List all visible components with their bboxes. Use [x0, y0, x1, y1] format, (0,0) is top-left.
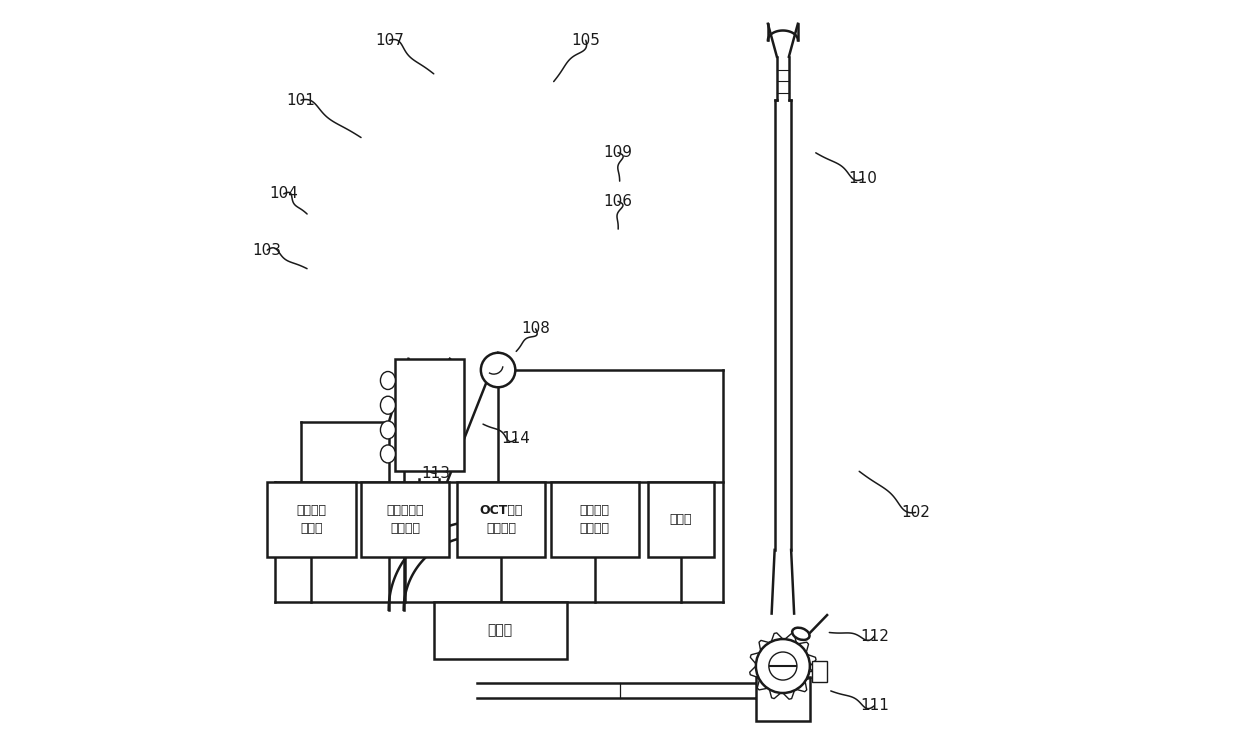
Bar: [457, 482, 545, 557]
Text: 计算机: 计算机: [488, 624, 513, 637]
Bar: [268, 482, 356, 557]
Ellipse shape: [380, 421, 395, 439]
Text: 电子内穞镜
观测装置: 电子内穞镜 观测装置: [387, 504, 424, 535]
Bar: [756, 677, 810, 721]
Text: 114: 114: [502, 431, 530, 446]
Bar: [550, 482, 639, 557]
Circle shape: [481, 353, 515, 387]
Text: 101: 101: [286, 93, 316, 108]
Text: 109: 109: [603, 145, 632, 160]
Text: 106: 106: [603, 194, 632, 209]
Text: 108: 108: [522, 322, 550, 336]
Text: 102: 102: [901, 505, 930, 520]
Text: 112: 112: [860, 629, 888, 643]
Bar: [812, 661, 828, 682]
Text: 111: 111: [860, 698, 888, 713]
Ellipse shape: [380, 396, 395, 414]
Polygon shape: [750, 633, 817, 699]
Bar: [395, 359, 463, 471]
Text: OCT成像
观测装置: OCT成像 观测装置: [479, 504, 523, 535]
Bar: [361, 482, 450, 557]
Bar: [648, 482, 714, 557]
Text: 103: 103: [253, 242, 281, 257]
Text: 104: 104: [269, 186, 299, 202]
Text: 105: 105: [571, 32, 600, 48]
Text: 荧光成像
观测装置: 荧光成像 观测装置: [580, 504, 610, 535]
Ellipse shape: [792, 627, 809, 640]
Ellipse shape: [380, 371, 395, 390]
Text: 超声波观
测装置: 超声波观 测装置: [296, 504, 327, 535]
Text: 110: 110: [849, 171, 877, 186]
Text: 107: 107: [375, 32, 404, 48]
Circle shape: [756, 639, 810, 693]
Bar: [434, 602, 567, 658]
Ellipse shape: [380, 445, 395, 463]
Text: 113: 113: [421, 466, 451, 481]
Text: 供水罐: 供水罐: [670, 513, 693, 526]
